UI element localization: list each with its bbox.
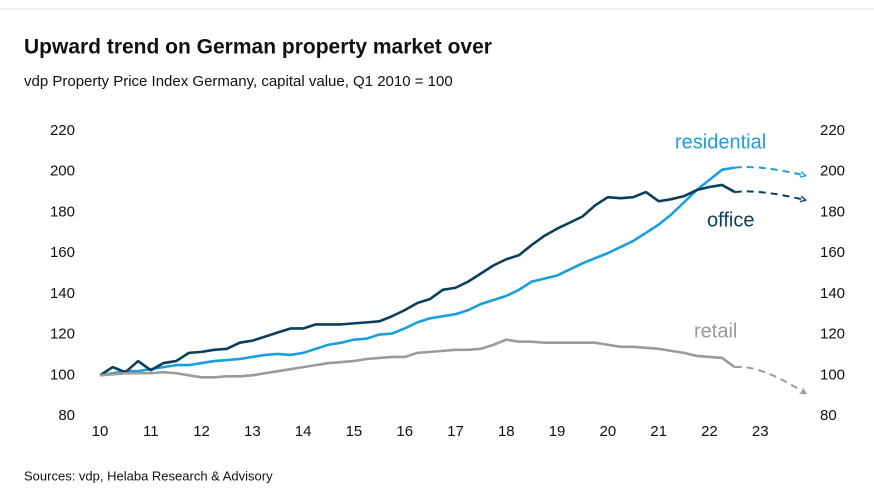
- series-line: [99, 338, 736, 379]
- y2-tick-label: 120: [820, 326, 845, 343]
- y2-tick-label: 180: [820, 203, 845, 220]
- x-tick-label: 20: [600, 423, 617, 440]
- y-tick-label: 160: [50, 244, 75, 261]
- x-tick-label: 15: [346, 423, 363, 440]
- x-tick-label: 21: [650, 423, 667, 440]
- y-tick-label: 220: [50, 122, 75, 139]
- series-label: office: [707, 209, 754, 231]
- series-label: residential: [675, 131, 766, 153]
- forecast-arrow: [734, 166, 806, 176]
- forecast-arrow: [734, 190, 806, 200]
- y-tick-label: 80: [58, 407, 75, 424]
- x-tick-label: 23: [752, 423, 769, 440]
- y-tick-label: 180: [50, 203, 75, 220]
- y2-tick-label: 80: [820, 407, 837, 424]
- x-tick-label: 11: [143, 423, 159, 440]
- x-tick-label: 19: [549, 423, 566, 440]
- series-line: [99, 166, 736, 377]
- series-line: [99, 183, 736, 377]
- y2-tick-label: 220: [820, 122, 845, 139]
- chart-title: Upward trend on German property market o…: [24, 36, 492, 59]
- source: Sources: vdp, Helaba Research & Advisory: [24, 468, 273, 483]
- y-tick-label: 200: [50, 163, 75, 180]
- y2-tick-label: 140: [820, 285, 845, 302]
- y2-tick-label: 100: [820, 366, 845, 383]
- chart-subtitle: vdp Property Price Index Germany, capita…: [24, 73, 453, 90]
- x-tick-label: 18: [498, 423, 515, 440]
- y-tick-label: 120: [50, 326, 75, 343]
- x-tick-label: 22: [701, 423, 718, 440]
- x-tick-label: 10: [92, 423, 109, 440]
- y2-tick-label: 160: [820, 244, 845, 261]
- series-label: retail: [694, 320, 737, 342]
- y-tick-label: 140: [50, 285, 75, 302]
- x-tick-label: 16: [396, 423, 413, 440]
- y2-tick-label: 200: [820, 163, 845, 180]
- x-tick-label: 14: [295, 423, 312, 440]
- forecast-arrow: [734, 365, 806, 395]
- x-tick-label: 12: [193, 423, 210, 440]
- x-tick-label: 17: [447, 423, 464, 440]
- x-tick-label: 13: [244, 423, 261, 440]
- y-tick-label: 100: [50, 366, 75, 383]
